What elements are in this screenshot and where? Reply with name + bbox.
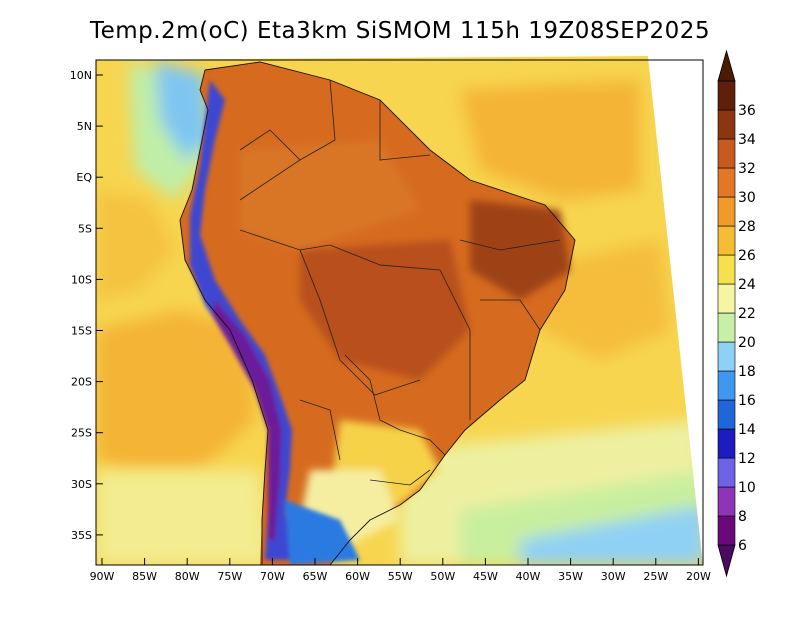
- lon-tick-label: 65W: [303, 570, 328, 583]
- colorbar-segment: [717, 196, 736, 227]
- colorbar-label: 16: [738, 393, 756, 409]
- andes-ridge: [190, 80, 292, 560]
- colorbar-segment: [717, 428, 736, 459]
- pacific-warm-patch: [96, 310, 255, 470]
- colorbar-label: 6: [738, 538, 747, 554]
- lon-tick-label: 85W: [132, 570, 157, 583]
- colorbar-segment: [717, 80, 736, 111]
- atlantic-warm-patch: [460, 80, 640, 200]
- colorbar-segment: [717, 486, 736, 517]
- lat-tick-label: 15S: [71, 325, 92, 338]
- colorbar-segment: [717, 457, 736, 488]
- lon-tick-label: 90W: [90, 570, 115, 583]
- lat-tick-label: 25S: [71, 427, 92, 440]
- lat-tick-label: 5N: [77, 120, 92, 133]
- colorbar-label: 14: [738, 422, 756, 438]
- lon-tick-label: 55W: [388, 570, 413, 583]
- colorbar-min-arrow: [717, 544, 736, 578]
- lat-tick-label: 35S: [71, 529, 92, 542]
- interior-hot-zone: [300, 240, 470, 380]
- colorbar-label: 26: [738, 248, 756, 264]
- colorbar-segment: [717, 515, 736, 546]
- temperature-field: [96, 56, 703, 565]
- colorbar-label: 10: [738, 480, 756, 496]
- colorbar-label: 32: [738, 161, 756, 177]
- plot-border: [95, 59, 704, 566]
- lon-tick-label: 70W: [260, 570, 285, 583]
- andes-core: [212, 300, 282, 540]
- patagonia-cold: [285, 500, 360, 565]
- colorbar-label: 22: [738, 306, 756, 322]
- lat-tick-label: 10N: [70, 69, 92, 82]
- colorbar: 6 8 10 12 14 16 18 20 22 24 26 28 30 32 34 36: [717, 49, 756, 578]
- pacific-cold-coast-blue: [155, 60, 210, 160]
- lon-tick-label: 20W: [686, 570, 711, 583]
- latitude-axis: 10N 5N EQ 5S 10S 15S 20S 25S 30S 35S: [70, 69, 103, 542]
- lon-tick-label: 40W: [516, 570, 541, 583]
- colorbar-label: 36: [738, 103, 756, 119]
- lon-tick-label: 50W: [430, 570, 455, 583]
- colorbar-segment: [717, 283, 736, 314]
- south-ocean-cool: [96, 470, 270, 565]
- lon-tick-label: 60W: [345, 570, 370, 583]
- lon-tick-label: 80W: [175, 570, 200, 583]
- colorbar-segment: [717, 109, 736, 140]
- lon-tick-label: 30W: [601, 570, 626, 583]
- colorbar-label: 30: [738, 190, 756, 206]
- colorbar-segment: [717, 399, 736, 430]
- domain-edge-right: [648, 56, 706, 565]
- pacific-north-warm-patch: [96, 190, 175, 300]
- colorbar-segment: [717, 370, 736, 401]
- lat-tick-label: 20S: [71, 376, 92, 389]
- colorbar-label: 12: [738, 451, 756, 467]
- lat-tick-label: 30S: [71, 478, 92, 491]
- colorbar-label: 8: [738, 509, 747, 525]
- country-borders: [239, 79, 561, 486]
- lat-tick-label: 10S: [71, 273, 92, 286]
- colorbar-label: 34: [738, 132, 756, 148]
- colorbar-segment: [717, 341, 736, 372]
- colorbar-segment: [717, 254, 736, 285]
- colorbar-label: 18: [738, 364, 756, 380]
- colorbar-label: 24: [738, 277, 756, 293]
- south-atlantic-blue: [520, 505, 703, 565]
- lon-tick-label: 45W: [473, 570, 498, 583]
- lon-tick-label: 75W: [217, 570, 242, 583]
- colorbar-max-arrow: [717, 49, 736, 82]
- colorbar-segment: [717, 225, 736, 256]
- colorbar-label: 28: [738, 219, 756, 235]
- map-title: Temp.2m(oC) Eta3km SiSMOM 115h 19Z08SEP2…: [89, 18, 711, 44]
- lat-tick-label: EQ: [76, 171, 92, 184]
- amazon-warm-zone: [240, 140, 420, 250]
- lon-tick-label: 35W: [558, 570, 583, 583]
- northeast-hot-zone: [470, 200, 570, 300]
- longitude-axis: 90W 85W 80W 75W 70W 65W 60W 55W 50W 45W 40W 35W 30W 2…: [90, 558, 711, 583]
- colorbar-label: 20: [738, 335, 756, 351]
- lat-tick-label: 5S: [78, 222, 92, 235]
- lon-tick-label: 25W: [643, 570, 668, 583]
- colorbar-segment: [717, 167, 736, 198]
- colorbar-segment: [717, 312, 736, 343]
- colorbar-segment: [717, 138, 736, 169]
- coastline: [179, 61, 576, 565]
